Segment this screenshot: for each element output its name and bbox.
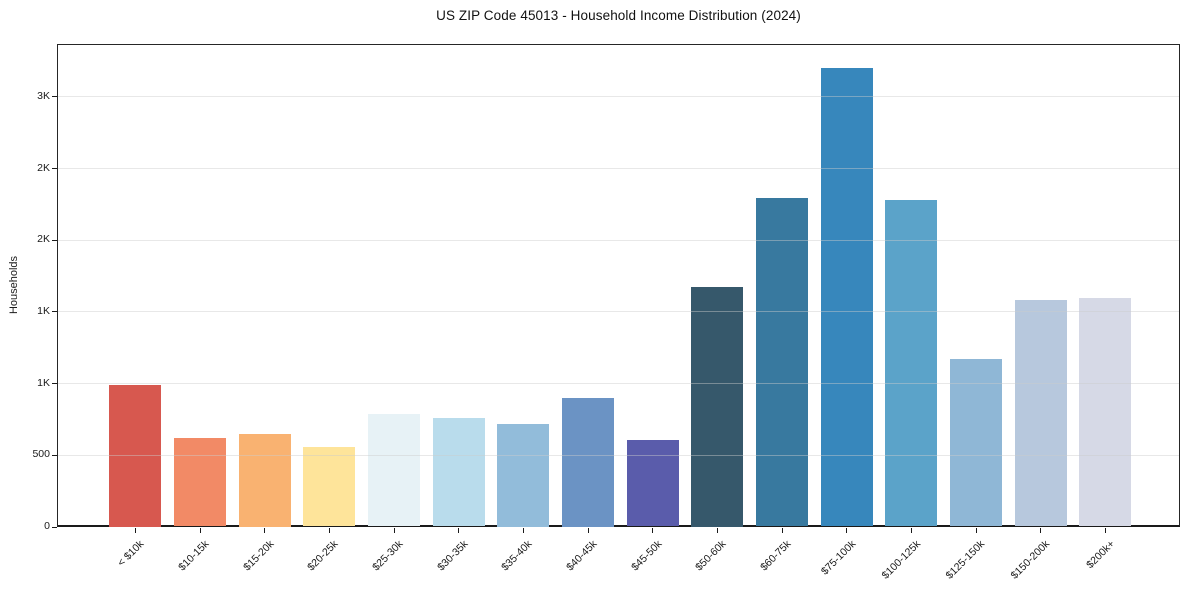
- bar: [756, 198, 808, 527]
- x-tick-label: $35-40k: [499, 538, 535, 574]
- x-tick-mark: [1104, 527, 1106, 533]
- y-tick-label: 2K: [37, 233, 50, 246]
- bar: [174, 437, 226, 527]
- gridline: [58, 239, 1179, 241]
- gridline: [58, 311, 1179, 313]
- bar: [885, 199, 938, 527]
- bar: [368, 413, 420, 527]
- y-tick-label: 0: [44, 520, 50, 532]
- y-tick-label: 1K: [37, 376, 50, 389]
- y-tick-mark: [52, 383, 57, 385]
- gridline: [58, 454, 1179, 456]
- x-tick-mark: [975, 527, 977, 533]
- gridline: [58, 96, 1179, 98]
- bar: [1079, 297, 1132, 527]
- bar: [691, 287, 744, 527]
- x-tick-mark: [134, 527, 136, 533]
- chart-title: US ZIP Code 45013 - Household Income Dis…: [436, 8, 801, 23]
- x-tick-label: $100-125k: [879, 538, 923, 582]
- y-tick-mark: [52, 96, 57, 98]
- bar: [950, 358, 1002, 527]
- bar: [303, 446, 356, 527]
- bar: [1014, 299, 1067, 527]
- y-tick-label: 1K: [37, 304, 50, 317]
- x-tick-mark: [328, 527, 330, 533]
- y-tick-mark: [52, 168, 57, 169]
- x-tick-mark: [458, 527, 460, 533]
- x-tick-mark: [587, 527, 589, 533]
- x-tick-mark: [716, 527, 718, 533]
- bar: [497, 424, 550, 527]
- gridline: [58, 168, 1179, 169]
- x-tick-label: < $10k: [115, 538, 147, 569]
- y-tick-label: 2K: [37, 161, 50, 174]
- y-tick-mark: [52, 454, 57, 456]
- x-tick-mark: [846, 527, 848, 533]
- bar: [820, 67, 873, 527]
- x-tick-mark: [199, 527, 201, 533]
- y-tick-mark: [52, 311, 57, 313]
- y-tick-label: 3K: [37, 89, 50, 102]
- x-tick-mark: [1040, 527, 1042, 533]
- y-tick-mark: [52, 526, 57, 528]
- bar: [562, 397, 614, 527]
- bar: [238, 434, 291, 527]
- x-tick-label: $15-20k: [240, 538, 277, 574]
- x-tick-label: $25-30k: [370, 538, 406, 574]
- gridline: [58, 383, 1179, 385]
- x-tick-mark: [393, 527, 395, 533]
- x-tick-label: $10-15k: [176, 538, 212, 574]
- x-tick-label: $40-45k: [564, 538, 600, 574]
- x-tick-label: $30-35k: [434, 538, 471, 574]
- y-tick-mark: [52, 239, 57, 241]
- x-tick-mark: [781, 527, 783, 533]
- x-tick-label: $150-200k: [1008, 538, 1053, 582]
- x-tick-label: $60-75k: [758, 538, 794, 574]
- bar: [109, 384, 162, 527]
- x-tick-mark: [522, 527, 524, 533]
- bar: [626, 439, 679, 527]
- x-tick-label: $50-60k: [693, 538, 729, 574]
- x-tick-mark: [910, 527, 912, 533]
- x-tick-mark: [652, 527, 654, 533]
- x-tick-mark: [264, 527, 266, 533]
- bar: [432, 418, 485, 527]
- x-tick-label: $45-50k: [628, 538, 665, 574]
- x-tick-label: $20-25k: [305, 538, 341, 574]
- y-tick-label: 500: [32, 448, 50, 461]
- x-tick-label: $75-100k: [818, 538, 859, 578]
- x-tick-label: $125-150k: [943, 538, 988, 582]
- x-tick-label: $200k+: [1083, 538, 1117, 572]
